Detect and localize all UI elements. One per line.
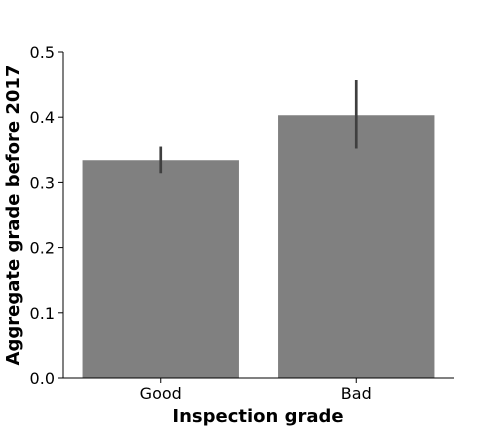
x-axis-title: Inspection grade [172,406,343,427]
x-tick-label: Bad [341,384,372,403]
x-ticks-group: Good Bad [140,378,372,403]
y-tick-label: 0.2 [30,239,55,258]
y-tick-label: 0.5 [30,43,55,62]
y-tick-label: 0.1 [30,304,55,323]
y-tick-label: 0.0 [30,369,55,388]
y-tick-label: 0.4 [30,108,55,127]
bars-group [82,115,435,378]
bar-good [82,160,239,378]
x-tick-label: Good [140,384,182,403]
bar-bad [278,115,435,378]
y-tick-label: 0.3 [30,173,55,192]
y-ticks-group: 0.0 0.1 0.2 0.3 0.4 0.5 [30,43,63,388]
y-axis-title: Aggregate grade before 2017 [3,65,24,366]
error-bars-group [159,80,358,174]
